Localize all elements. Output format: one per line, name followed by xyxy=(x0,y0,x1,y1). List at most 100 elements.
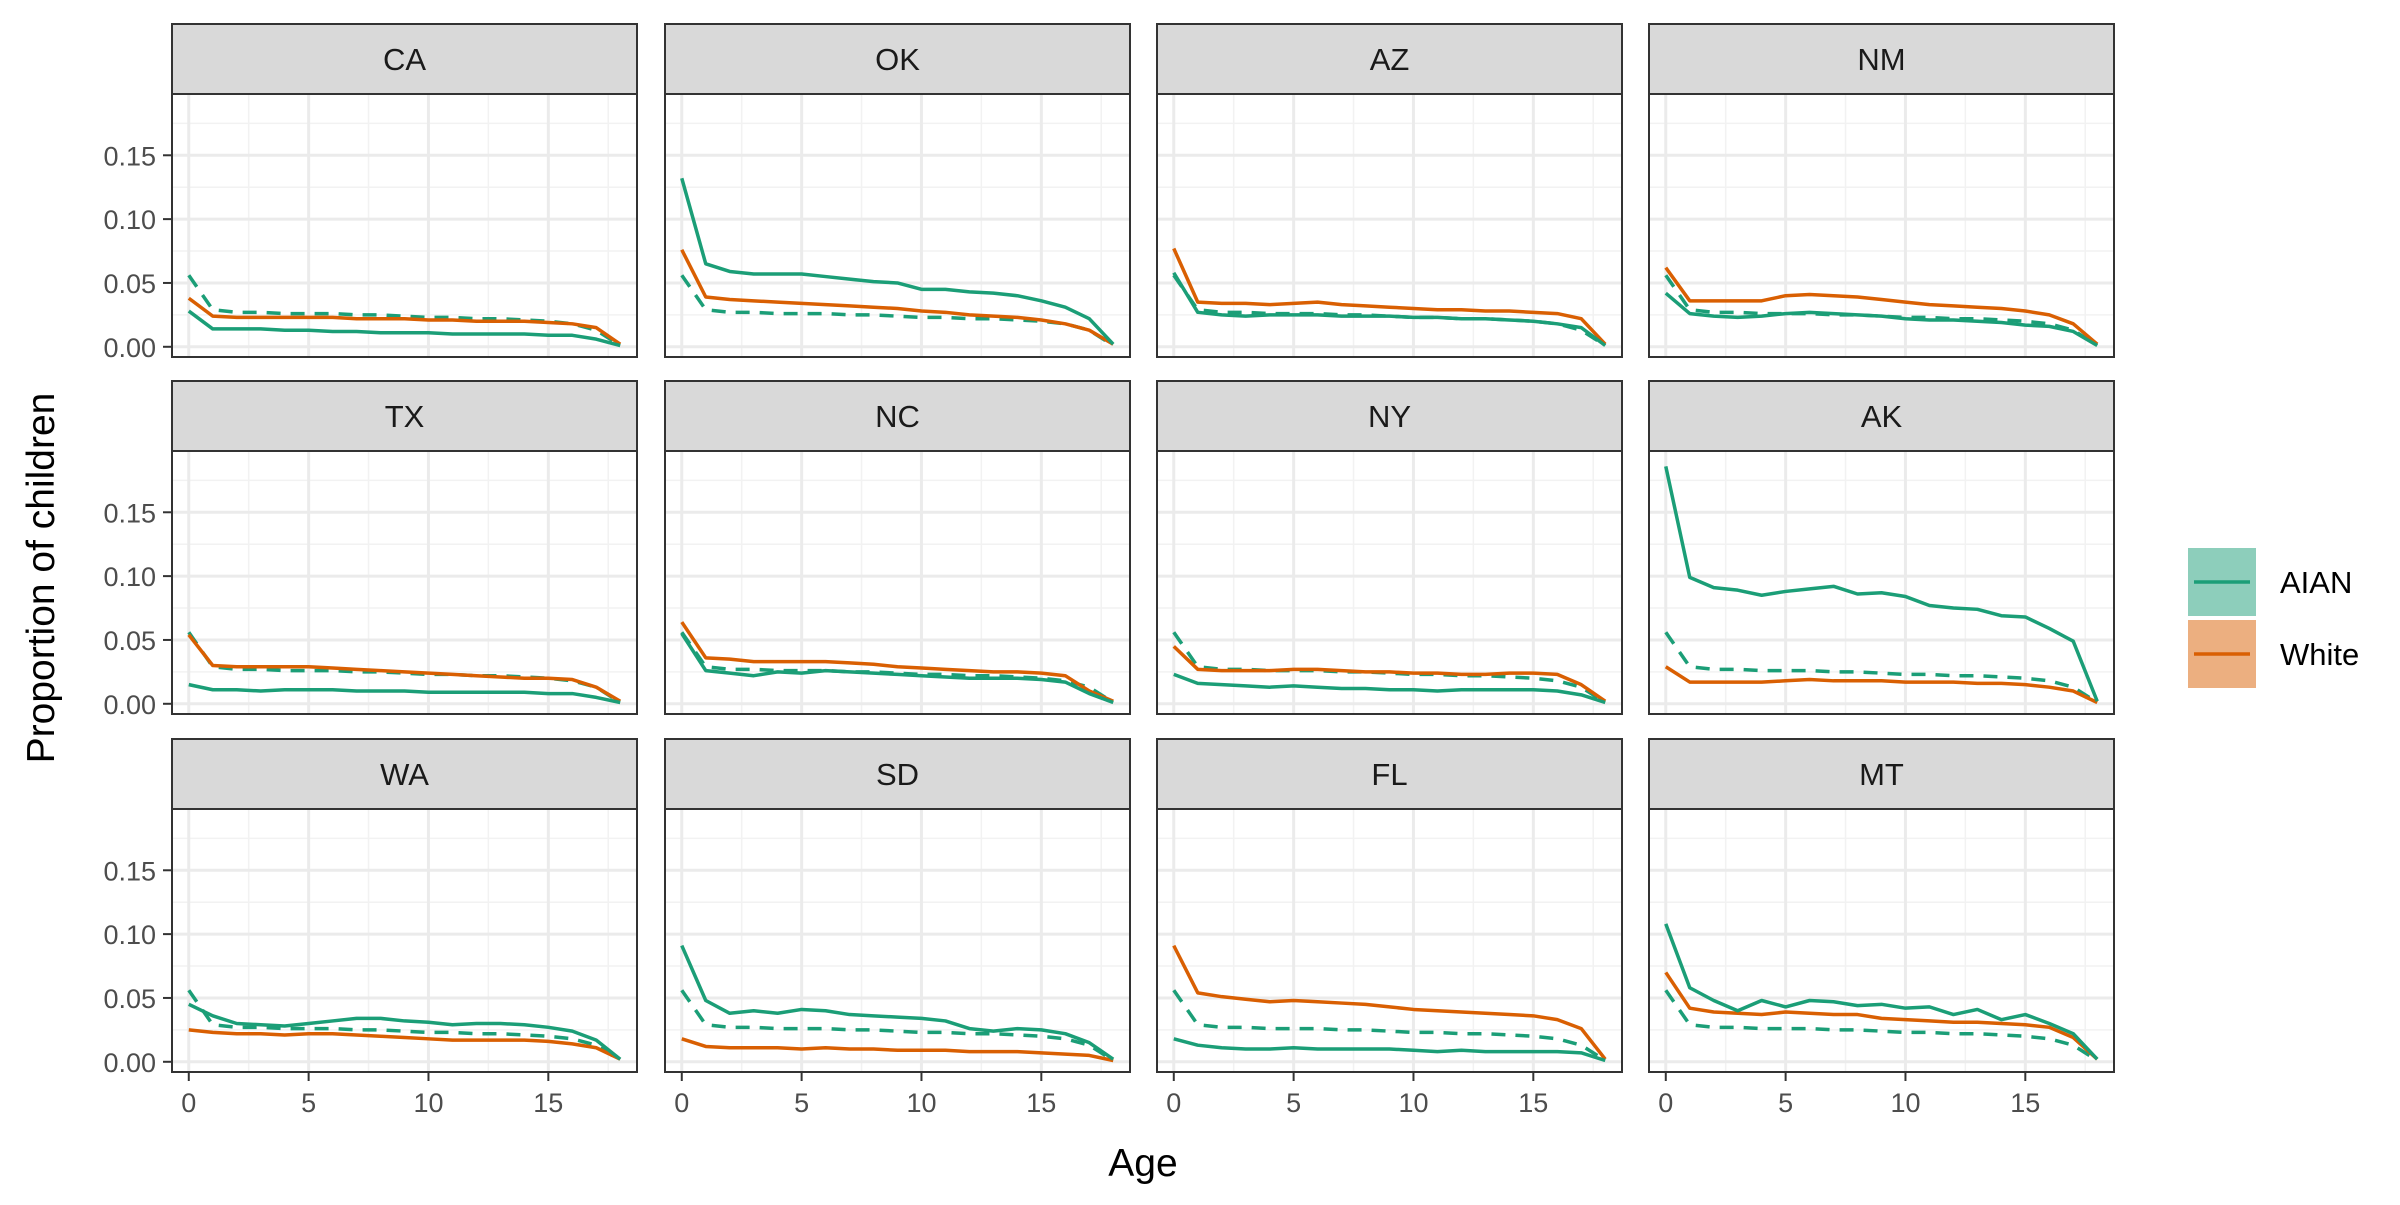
panel-title: NM xyxy=(1857,42,1905,77)
legend: AIAN White xyxy=(2188,548,2359,688)
series-line-aian xyxy=(1173,672,1606,705)
series-line-white xyxy=(1172,944,1607,1061)
panel-title: AK xyxy=(1861,399,1903,434)
series-line-aian xyxy=(1172,271,1607,347)
panel-strip xyxy=(1648,738,2115,810)
series-line-aian xyxy=(680,177,1115,346)
panel-border xyxy=(664,93,1131,358)
panel-border xyxy=(1648,808,2115,1073)
panel-ny: NY xyxy=(1156,380,1623,715)
x-tick-label: 5 xyxy=(794,1088,809,1118)
panel-nm: NM xyxy=(1648,23,2115,358)
y-tick-label: 0.05 xyxy=(103,626,156,656)
panel-border xyxy=(1648,450,2115,715)
series-line-aian xyxy=(188,1002,622,1061)
x-tick-label: 10 xyxy=(1890,1088,1920,1118)
series-line-white xyxy=(187,296,622,346)
panel-nc: NC xyxy=(664,380,1131,715)
series-line-aian xyxy=(680,944,1115,1061)
panel-mt: MT 0 5 10 15 xyxy=(1648,738,2115,1118)
panel-border xyxy=(664,808,1131,1073)
series-line-aian xyxy=(188,682,621,705)
series-line-aian xyxy=(1664,923,2099,1061)
y-tick-label: 0.15 xyxy=(103,141,156,171)
series-line-aian xyxy=(680,632,1114,705)
panel-ca: CA 0.00 0.05 0.10 0.15 xyxy=(103,23,638,363)
panel-title: NY xyxy=(1368,399,1411,434)
panel-strip xyxy=(664,23,1131,95)
panel-title: SD xyxy=(876,757,919,792)
panel-tx: TX 0.00 0.05 0.10 0.15 xyxy=(103,380,638,720)
legend-item-white: White xyxy=(2188,620,2359,688)
panel-background xyxy=(1649,451,2114,714)
x-tick-label: 10 xyxy=(906,1088,936,1118)
x-tick-label: 5 xyxy=(301,1088,316,1118)
y-tick-label: 0.00 xyxy=(103,1048,156,1078)
y-axis-title: Proportion of children xyxy=(20,393,63,764)
series-line-white xyxy=(188,1028,621,1061)
legend-label: White xyxy=(2280,637,2359,672)
y-tick-label: 0.05 xyxy=(103,984,156,1014)
panel-az: AZ xyxy=(1156,23,1623,358)
x-tick-label: 0 xyxy=(1658,1088,1673,1118)
y-tick-label: 0.05 xyxy=(103,269,156,299)
x-tick-label: 10 xyxy=(1398,1088,1428,1118)
panel-strip xyxy=(664,380,1131,452)
y-tick-label: 0.15 xyxy=(103,856,156,886)
x-tick-label: 15 xyxy=(1026,1088,1056,1118)
panel-border xyxy=(1156,93,1623,358)
panel-border xyxy=(171,808,638,1073)
panel-background xyxy=(1649,809,2114,1072)
series-line-aian xyxy=(187,309,621,348)
panel-title: MT xyxy=(1859,757,1904,792)
panel-background xyxy=(665,94,1130,357)
panel-border xyxy=(1156,450,1623,715)
x-tick-label: 0 xyxy=(674,1088,689,1118)
y-tick-label: 0.10 xyxy=(103,562,156,592)
series-line-aian xyxy=(1664,465,2099,702)
panel-title: NC xyxy=(875,399,920,434)
x-axis-title: Age xyxy=(1108,1142,1177,1185)
panel-strip xyxy=(1156,380,1623,452)
x-tick-label: 5 xyxy=(1778,1088,1793,1118)
panel-strip xyxy=(1156,738,1623,810)
series-line-white xyxy=(1664,971,2099,1061)
panel-strip xyxy=(1156,23,1623,95)
panel-fl: FL 0 5 10 15 xyxy=(1156,738,1623,1118)
panel-border xyxy=(1648,93,2115,358)
panel-border xyxy=(1156,808,1623,1073)
panel-strip xyxy=(171,23,638,95)
x-tick-label: 5 xyxy=(1286,1088,1301,1118)
x-tick-label: 15 xyxy=(2010,1088,2040,1118)
panel-sd: SD 0 5 10 15 xyxy=(664,738,1131,1118)
x-tick-label: 15 xyxy=(533,1088,563,1118)
series-line-white xyxy=(680,621,1114,703)
legend-item-aian: AIAN xyxy=(2188,548,2352,616)
panel-border xyxy=(664,450,1131,715)
y-tick-label: 0.15 xyxy=(103,498,156,528)
panel-title: OK xyxy=(875,42,920,77)
legend-label: AIAN xyxy=(2280,565,2352,600)
series-line-white xyxy=(1664,266,2099,346)
panel-ak: AK xyxy=(1648,380,2115,715)
panel-strip xyxy=(1648,380,2115,452)
x-tick-label: 0 xyxy=(1166,1088,1181,1118)
series-line-white xyxy=(1172,247,1607,346)
panel-title: TX xyxy=(385,399,425,434)
series-line-white xyxy=(1172,645,1607,703)
panel-wa: WA 0.00 0.05 0.10 0.15 0 5 10 15 xyxy=(103,738,638,1118)
panel-ok: OK xyxy=(664,23,1131,358)
x-tick-label: 15 xyxy=(1518,1088,1548,1118)
panel-title: WA xyxy=(380,757,429,792)
panel-title: CA xyxy=(383,42,426,77)
panel-strip xyxy=(171,738,638,810)
series-line-white xyxy=(187,633,622,703)
series-line-white xyxy=(681,1037,1114,1063)
x-tick-label: 10 xyxy=(413,1088,443,1118)
series-line-aian xyxy=(1173,1037,1606,1063)
panel-background xyxy=(172,451,637,714)
panel-background xyxy=(1157,809,1622,1072)
series-line-aian xyxy=(1664,291,2099,348)
